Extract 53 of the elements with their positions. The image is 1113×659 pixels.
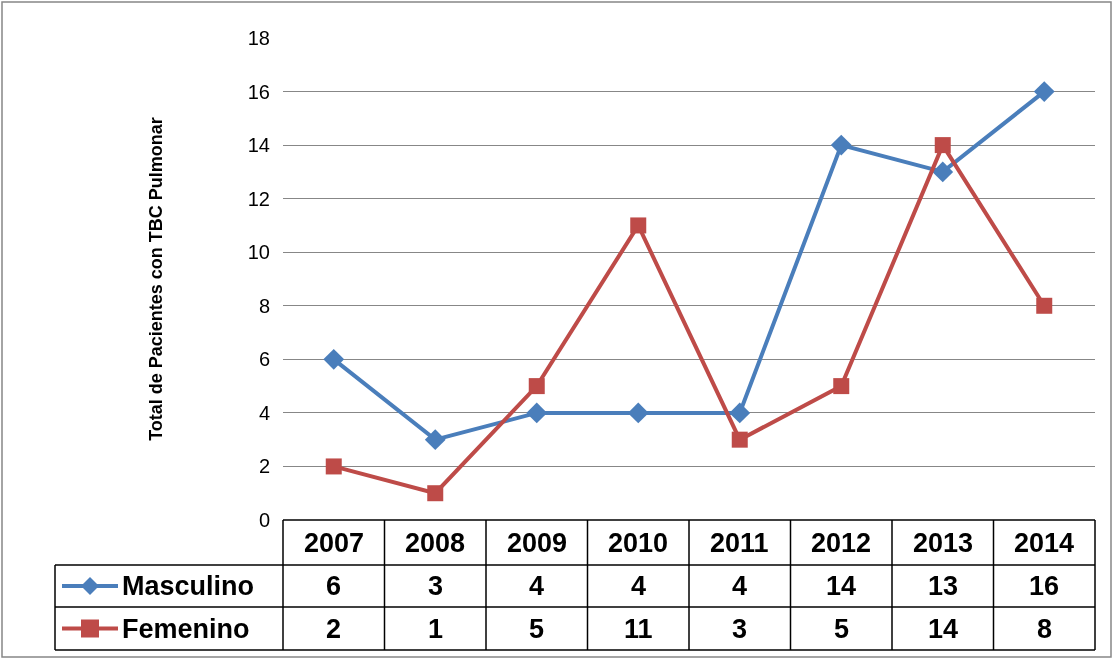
legend-label: Femenino bbox=[122, 614, 250, 644]
x-tick-label: 2011 bbox=[710, 528, 769, 558]
y-tick-label: 18 bbox=[247, 27, 270, 49]
point bbox=[627, 402, 649, 424]
data-label: 2 bbox=[326, 614, 342, 644]
data-label: 4 bbox=[631, 571, 647, 601]
y-axis-title: Total de Pacientes con TBC Pulmonar bbox=[145, 117, 166, 441]
data-label: 4 bbox=[732, 571, 748, 601]
point bbox=[731, 431, 748, 448]
x-tick-label: 2012 bbox=[811, 528, 872, 558]
point bbox=[1036, 297, 1053, 314]
data-label: 16 bbox=[1029, 571, 1060, 601]
point bbox=[830, 134, 852, 156]
data-label: 8 bbox=[1037, 614, 1053, 644]
data-label: 14 bbox=[928, 614, 959, 644]
point bbox=[934, 137, 951, 154]
point bbox=[323, 348, 345, 370]
y-tick-label: 8 bbox=[258, 294, 270, 317]
data-label: 4 bbox=[529, 571, 545, 601]
point bbox=[427, 485, 444, 502]
y-tick-label: 12 bbox=[247, 187, 270, 210]
x-tick-label: 2009 bbox=[507, 528, 568, 558]
point bbox=[526, 402, 548, 424]
x-tick-label: 2014 bbox=[1014, 528, 1075, 558]
point bbox=[424, 429, 446, 451]
data-label: 1 bbox=[428, 614, 444, 644]
point bbox=[833, 378, 850, 395]
data-label: 5 bbox=[834, 614, 850, 644]
y-tick-label: 0 bbox=[258, 509, 270, 531]
x-tick-label: 2013 bbox=[913, 528, 974, 558]
data-label: 14 bbox=[826, 571, 857, 601]
point bbox=[729, 402, 751, 424]
legend-label: Masculino bbox=[122, 571, 255, 601]
data-label: 5 bbox=[529, 614, 545, 644]
point bbox=[932, 161, 954, 183]
y-tick-label: 14 bbox=[247, 134, 270, 157]
y-tick-label: 4 bbox=[258, 401, 270, 424]
point bbox=[528, 378, 545, 395]
data-label: 3 bbox=[732, 614, 748, 644]
point bbox=[325, 458, 342, 475]
data-label: 11 bbox=[624, 614, 653, 644]
y-tick-label: 16 bbox=[247, 80, 270, 103]
data-label: 6 bbox=[326, 571, 342, 601]
x-tick-label: 2008 bbox=[405, 528, 466, 558]
y-tick-label: 10 bbox=[247, 241, 270, 264]
x-tick-label: 2007 bbox=[304, 528, 365, 558]
point bbox=[630, 217, 647, 234]
data-label: 13 bbox=[928, 571, 959, 601]
y-tick-label: 6 bbox=[258, 348, 270, 371]
x-tick-label: 2010 bbox=[608, 528, 669, 558]
point bbox=[1033, 81, 1055, 102]
data-label: 3 bbox=[428, 571, 444, 601]
y-tick-label: 2 bbox=[258, 455, 270, 478]
